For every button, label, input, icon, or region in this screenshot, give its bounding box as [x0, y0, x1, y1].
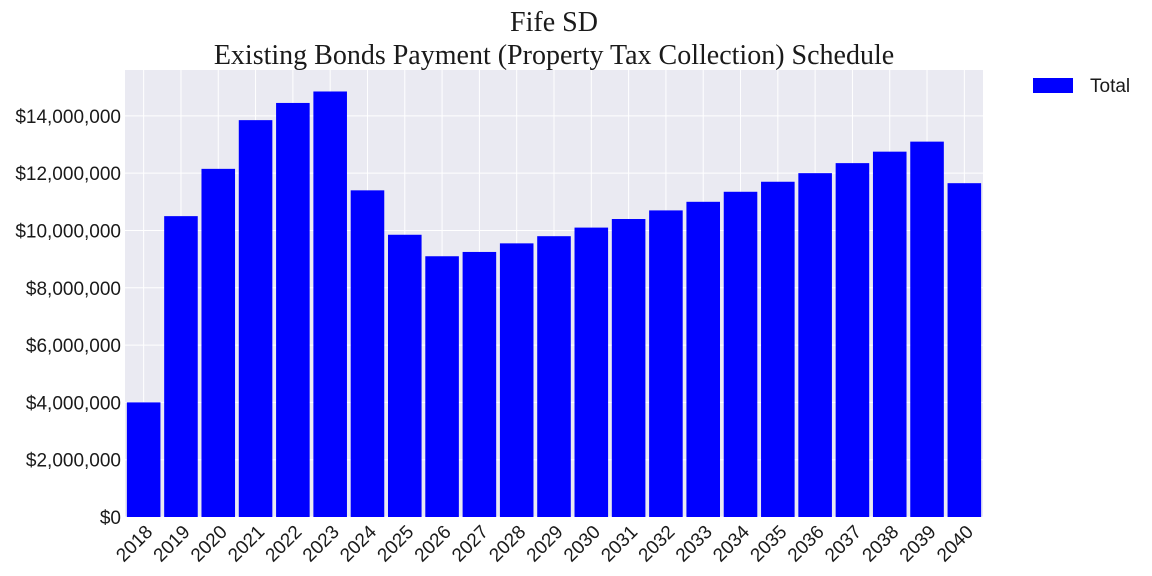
x-tick-label: 2024 [336, 521, 381, 566]
x-tick-label: 2037 [821, 522, 866, 567]
legend: Total [1033, 76, 1130, 97]
bar-2033 [686, 201, 721, 518]
bar-2020 [201, 168, 236, 517]
bar-2025 [387, 234, 422, 517]
x-tick-label: 2030 [560, 522, 605, 567]
legend-swatch-total [1033, 78, 1073, 93]
x-tick-label: 2033 [672, 522, 717, 567]
x-tick-label: 2022 [262, 522, 307, 567]
x-tick-label: 2027 [448, 522, 493, 567]
bar-series [126, 91, 982, 518]
y-tick-label: $0 [100, 508, 121, 529]
y-tick-label: $14,000,000 [15, 107, 121, 128]
y-axis-ticks: $0 $2,000,000 $4,000,000 $6,000,000 $8,000,0… [15, 107, 121, 529]
y-tick-label: $6,000,000 [26, 336, 121, 357]
x-tick-label: 2031 [597, 522, 642, 567]
bar-2023 [313, 91, 347, 517]
bar-2032 [649, 210, 683, 517]
x-tick-label: 2038 [859, 522, 904, 567]
bar-2038 [872, 151, 907, 518]
x-axis-ticks: 2018201920202021202220232024202520262027… [112, 521, 977, 566]
bar-2022 [276, 102, 310, 518]
bar-2030 [574, 227, 609, 517]
x-tick-label: 2019 [150, 522, 195, 567]
bar-2029 [537, 236, 571, 517]
y-tick-label: $8,000,000 [26, 279, 121, 300]
bar-2037 [835, 163, 870, 517]
x-tick-label: 2040 [933, 522, 978, 567]
bar-2028 [499, 243, 534, 517]
bar-2040 [947, 183, 982, 518]
bar-2039 [910, 141, 944, 517]
chart-title: Fife SD [510, 7, 598, 38]
x-tick-label: 2023 [299, 522, 344, 567]
y-tick-label: $4,000,000 [26, 393, 121, 414]
bar-2018 [126, 402, 161, 517]
bar-2036 [798, 173, 832, 517]
bar-2024 [350, 190, 385, 517]
x-tick-label: 2035 [747, 522, 792, 567]
x-tick-label: 2028 [485, 522, 530, 567]
bar-2026 [425, 256, 459, 517]
x-tick-label: 2029 [523, 522, 568, 567]
chart-subtitle: Existing Bonds Payment (Property Tax Col… [214, 40, 894, 71]
x-tick-label: 2026 [411, 522, 456, 567]
bar-2021 [238, 120, 273, 518]
x-tick-label: 2034 [709, 521, 754, 566]
bar-2031 [611, 219, 646, 517]
x-tick-label: 2020 [187, 522, 232, 567]
y-tick-label: $2,000,000 [26, 451, 121, 472]
x-tick-label: 2025 [374, 522, 419, 567]
legend-label-total: Total [1090, 76, 1130, 97]
bar-2019 [164, 216, 198, 517]
x-tick-label: 2039 [896, 522, 941, 567]
x-tick-label: 2021 [224, 522, 269, 567]
bar-2034 [723, 191, 758, 517]
x-tick-label: 2032 [635, 522, 680, 567]
y-tick-label: $10,000,000 [15, 221, 121, 242]
x-tick-label: 2036 [784, 522, 829, 567]
y-tick-label: $12,000,000 [15, 164, 121, 185]
bar-2027 [462, 251, 497, 518]
bar-2035 [761, 181, 795, 517]
